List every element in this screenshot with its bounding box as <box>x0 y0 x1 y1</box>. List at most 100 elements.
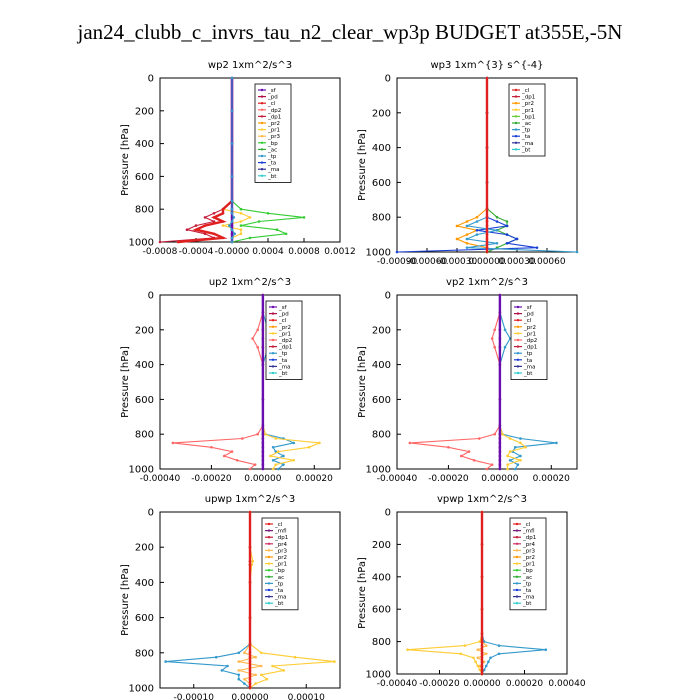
y-tick-label-upwp: 200 <box>135 543 154 554</box>
series-point-vpwp_tp <box>489 656 492 660</box>
legend-label-vp2: _ma <box>523 364 535 370</box>
series-point-vp2_sf <box>498 337 502 340</box>
legend-marker-wp2 <box>260 121 264 125</box>
legend-marker-up2 <box>271 371 275 375</box>
series-point-wp3_cl <box>485 224 489 228</box>
legend-label-wp3: _cl <box>521 88 530 94</box>
series-point-vpwp_cl <box>480 648 484 651</box>
legend-label-vp2: _pr1 <box>523 331 536 337</box>
series-point-vpwp_pr3 <box>484 644 488 647</box>
legend-marker-upwp <box>267 542 271 545</box>
legend-label-wp2: _bt <box>267 174 277 180</box>
series-point-upwp_pr1 <box>293 655 297 659</box>
y-tick-label-wp2: 800 <box>135 205 154 216</box>
legend-label-wp3: _pr2 <box>521 101 534 107</box>
series-point-up2_tp <box>276 467 280 471</box>
legend-marker-up2 <box>271 319 275 322</box>
series-point-up2_tp <box>271 459 275 462</box>
series-point-vpwp_pr3 <box>476 656 480 660</box>
series-point-wp3_pr2 <box>455 224 459 228</box>
series-point-wp2_pr1 <box>239 228 243 231</box>
legend-label-vp2: _cl <box>523 318 532 324</box>
series-point-vp2_sf <box>498 454 502 458</box>
legend-label-wp3: _tp <box>521 128 531 134</box>
legend-label-wp2: _pr3 <box>267 134 281 140</box>
series-point-up2_dp2 <box>256 328 260 332</box>
series-point-vp2_dp2 <box>493 328 497 332</box>
series-point-vpwp_cl <box>480 660 484 664</box>
legend-label-vpwp: _bt <box>522 601 532 607</box>
y-tick-label-vpwp: 200 <box>372 540 391 551</box>
series-point-vp2_sf <box>498 293 502 297</box>
series-point-upwp_cl <box>248 664 252 668</box>
legend-label-wp2: _dp2 <box>267 108 281 114</box>
plot-title-vpwp: vpwp 1xm^2/s^3 <box>437 494 527 505</box>
legend-marker-wp2 <box>260 141 264 144</box>
series-point-upwp_pr1 <box>259 673 263 677</box>
series-point-wp3_pr2 <box>455 237 459 241</box>
series-point-wp3_tp <box>465 237 469 241</box>
plot-title-upwp: upwp 1xm^2/s^3 <box>205 494 295 505</box>
series-point-wp3_cl <box>485 250 489 254</box>
y-axis-label-vpwp: Pressure [hPa] <box>357 557 368 629</box>
legend-marker-wp3 <box>514 102 518 105</box>
legend-marker-upwp <box>267 536 271 539</box>
y-axis-label-up2: Pressure [hPa] <box>120 346 131 418</box>
series-point-wp2_dp1 <box>158 240 162 244</box>
x-tick-label-vp2: -0.00040 <box>377 474 418 484</box>
legend-marker-upwp <box>267 562 271 565</box>
series-point-wp2_tp <box>230 76 234 80</box>
x-tick-label-vp2: 0.00020 <box>533 474 570 484</box>
legend-marker-wp3 <box>514 128 518 131</box>
series-point-upwp_cl <box>248 510 252 514</box>
legend-label-upwp: _tp <box>274 581 284 587</box>
series-point-up2_sf <box>261 432 265 436</box>
series-point-vpwp_tp <box>544 648 548 651</box>
series-point-vp2_pr1 <box>506 467 509 471</box>
plot-title-up2: up2 1xm^2/s^3 <box>209 277 291 288</box>
series-point-wp2_sf <box>230 232 234 236</box>
series-point-vp2_tp <box>516 463 520 466</box>
series-point-wp2_cl <box>221 236 225 240</box>
series-point-vp2_dp2 <box>485 467 489 471</box>
series-point-wp2_cl <box>212 216 216 219</box>
series-point-vp2_sf <box>498 311 502 314</box>
series-point-vpwp_cl <box>480 607 484 611</box>
series-point-wp2_dp1 <box>203 216 207 219</box>
legend-marker-upwp <box>267 575 271 578</box>
series-point-upwp_cl <box>248 655 252 659</box>
series-point-upwp_cl <box>248 686 252 690</box>
series-point-upwp_pr1 <box>333 660 336 663</box>
series-point-vpwp_cl <box>480 652 484 656</box>
series-line-up2_dp2 <box>172 295 264 470</box>
legend-label-up2: _pr2 <box>278 325 291 331</box>
series-point-wp3_tp <box>475 220 479 223</box>
series-point-wp2_bp <box>266 212 270 215</box>
series-point-wp3_ta <box>505 224 509 228</box>
x-tick-label-wp2: 0.0012 <box>324 247 356 257</box>
legend-marker-wp2 <box>260 115 264 118</box>
y-tick-label-vpwp: 0 <box>385 508 391 519</box>
x-tick-label-wp3: 0.00000 <box>468 257 505 267</box>
legend-marker-up2 <box>271 332 275 335</box>
series-point-upwp_pr3 <box>254 655 257 659</box>
legend-label-up2: _ta <box>278 358 287 364</box>
series-point-up2_pr1 <box>269 454 272 458</box>
y-tick-label-up2: 400 <box>135 360 154 371</box>
series-point-wp3_cl <box>485 242 489 245</box>
series-point-vpwp_tp <box>484 664 488 668</box>
series-point-vp2_tp <box>513 445 517 449</box>
series-point-vp2_pr1 <box>506 454 509 458</box>
legend-box-wp2 <box>254 83 292 183</box>
series-point-vp2_sf <box>498 441 502 445</box>
series-point-vp2_pr1 <box>519 441 522 445</box>
x-tick-label-wp3: 0.00060 <box>528 257 565 267</box>
legend-marker-vpwp <box>515 602 519 605</box>
series-point-wp3_ac <box>495 215 499 219</box>
series-point-vpwp_cl <box>480 640 484 643</box>
legend-label-vpwp: _ta <box>522 588 531 594</box>
y-tick-label-wp2: 1000 <box>129 238 154 249</box>
y-tick-label-upwp: 1000 <box>129 684 154 695</box>
y-tick-label-vp2: 200 <box>372 325 391 336</box>
legend-marker-up2 <box>271 338 275 342</box>
